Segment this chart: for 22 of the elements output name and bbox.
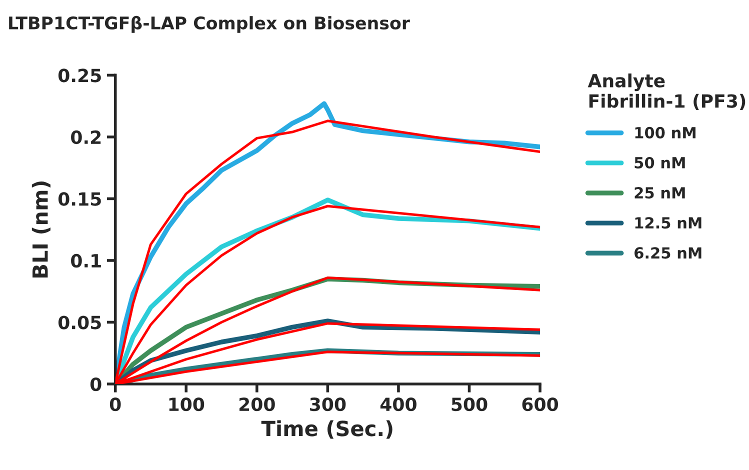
- y-axis-title: BLI (nm): [32, 182, 50, 278]
- x-tick-label: 100: [169, 398, 204, 412]
- y-tick-label: 0.2: [71, 130, 101, 144]
- y-tick-label: 0.25: [58, 68, 101, 82]
- y-tick-label: 0.15: [58, 192, 101, 206]
- x-tick-label: 500: [452, 398, 488, 412]
- x-tick-label: 400: [380, 398, 416, 412]
- chart-title: LTBP1CT-TGFβ-LAP Complex on Biosensor: [9, 16, 410, 33]
- y-tick-label: 0.05: [58, 316, 101, 330]
- x-tick-label: 0: [110, 398, 121, 412]
- legend-label: 100 nM: [635, 126, 696, 138]
- legend-label: 25 nM: [634, 187, 685, 199]
- legend-label: 50 nM: [634, 156, 685, 169]
- x-tick-label: 300: [310, 398, 346, 412]
- x-axis-title: Time (Sec.): [261, 420, 392, 439]
- y-tick-label: 0: [90, 377, 102, 392]
- x-tick-label: 200: [239, 398, 275, 412]
- x-tick-label: 600: [522, 398, 558, 412]
- legend-title: Analyte Fibrillin-1 (PF3): [588, 74, 746, 110]
- legend-label: 6.25 nM: [634, 247, 702, 259]
- y-tick-label: 0.1: [71, 254, 101, 268]
- legend-label: 12.5 nM: [635, 217, 702, 229]
